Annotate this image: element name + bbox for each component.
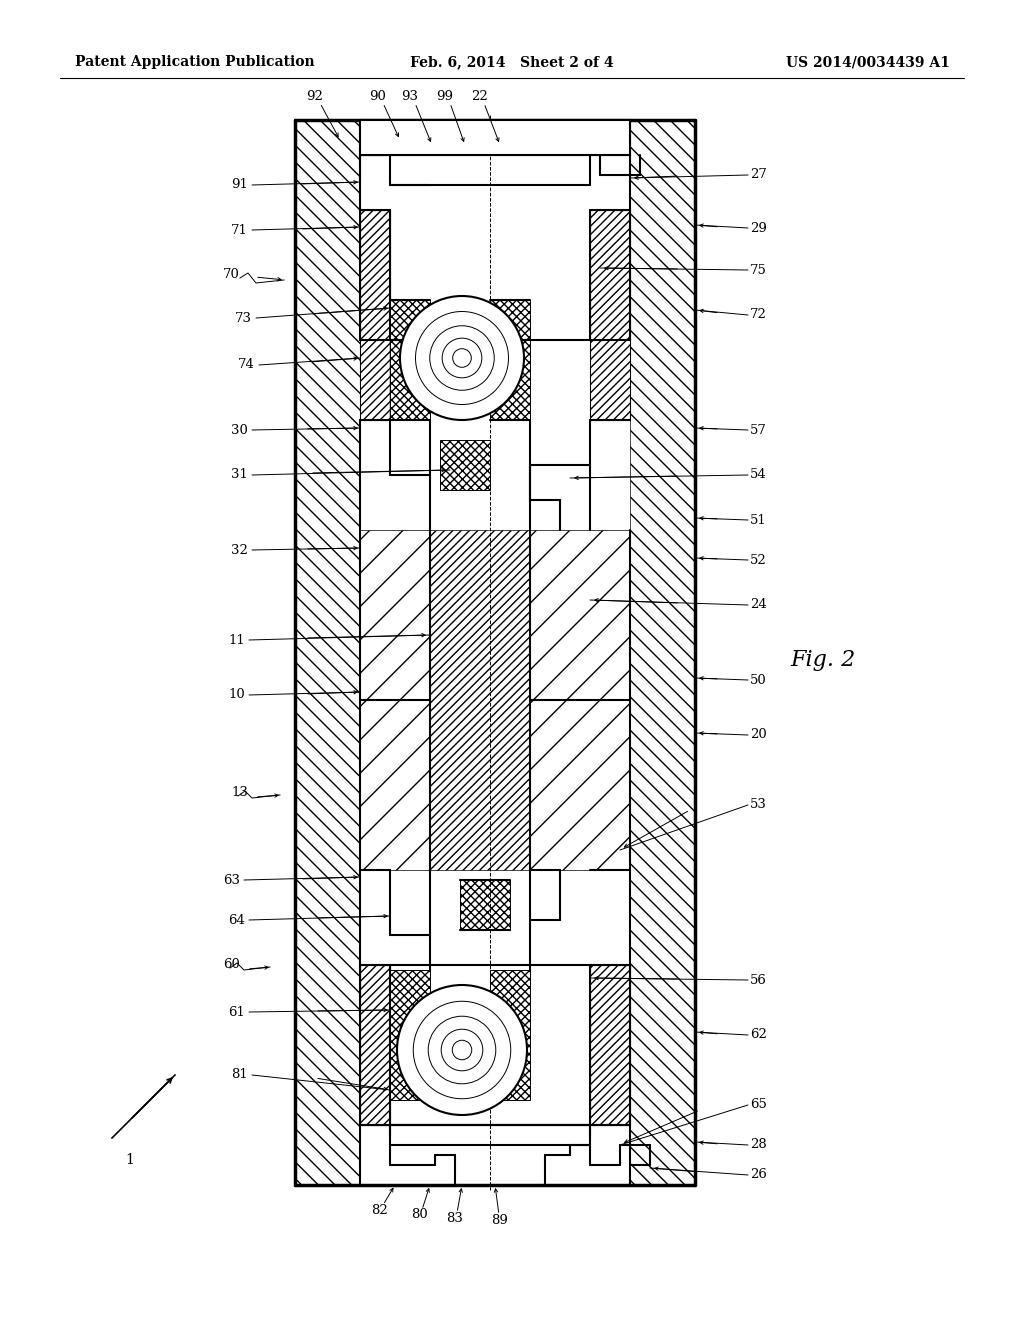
- Text: 61: 61: [228, 1006, 245, 1019]
- Polygon shape: [430, 531, 530, 870]
- Polygon shape: [530, 531, 630, 870]
- Polygon shape: [440, 440, 490, 490]
- Polygon shape: [360, 120, 630, 154]
- Polygon shape: [360, 965, 390, 1125]
- Polygon shape: [295, 120, 360, 1185]
- Text: US 2014/0034439 A1: US 2014/0034439 A1: [786, 55, 950, 69]
- Text: 73: 73: [234, 312, 252, 325]
- Polygon shape: [490, 300, 530, 420]
- Text: 82: 82: [372, 1204, 388, 1217]
- Text: 80: 80: [412, 1209, 428, 1221]
- Text: 63: 63: [223, 874, 240, 887]
- Text: 65: 65: [750, 1098, 767, 1111]
- Text: 56: 56: [750, 974, 767, 986]
- Polygon shape: [460, 880, 510, 931]
- Text: 71: 71: [231, 223, 248, 236]
- Polygon shape: [590, 965, 630, 1125]
- Text: 50: 50: [750, 673, 767, 686]
- Text: 75: 75: [750, 264, 767, 276]
- Text: 26: 26: [750, 1168, 767, 1181]
- Polygon shape: [360, 210, 390, 420]
- Text: Patent Application Publication: Patent Application Publication: [75, 55, 314, 69]
- Text: Fig. 2: Fig. 2: [790, 649, 855, 671]
- Text: 24: 24: [750, 598, 767, 611]
- Text: 31: 31: [231, 469, 248, 482]
- Polygon shape: [390, 300, 430, 420]
- Text: 89: 89: [492, 1213, 509, 1226]
- Text: 27: 27: [750, 169, 767, 181]
- Text: 20: 20: [750, 729, 767, 742]
- Circle shape: [397, 985, 527, 1115]
- Text: 11: 11: [228, 634, 245, 647]
- Text: 83: 83: [446, 1212, 464, 1225]
- Text: 74: 74: [239, 359, 255, 371]
- Polygon shape: [360, 531, 430, 870]
- Text: 62: 62: [750, 1028, 767, 1041]
- Polygon shape: [590, 210, 630, 420]
- Text: 52: 52: [750, 553, 767, 566]
- Text: 1: 1: [126, 1152, 134, 1167]
- Text: 22: 22: [472, 91, 488, 103]
- Text: 70: 70: [223, 268, 240, 281]
- Text: 60: 60: [223, 958, 240, 972]
- Text: Feb. 6, 2014   Sheet 2 of 4: Feb. 6, 2014 Sheet 2 of 4: [411, 55, 613, 69]
- Text: 64: 64: [228, 913, 245, 927]
- Text: 51: 51: [750, 513, 767, 527]
- Circle shape: [400, 296, 524, 420]
- Text: 28: 28: [750, 1138, 767, 1151]
- Text: 30: 30: [231, 424, 248, 437]
- Text: 53: 53: [750, 799, 767, 812]
- Text: 72: 72: [750, 309, 767, 322]
- Polygon shape: [390, 970, 430, 1100]
- Text: 91: 91: [231, 178, 248, 191]
- Text: 90: 90: [370, 91, 386, 103]
- Text: 99: 99: [436, 91, 454, 103]
- Text: 13: 13: [231, 787, 248, 800]
- Text: 54: 54: [750, 469, 767, 482]
- Polygon shape: [630, 120, 695, 1185]
- Polygon shape: [490, 970, 530, 1100]
- Polygon shape: [360, 120, 630, 150]
- Text: 32: 32: [231, 544, 248, 557]
- Text: 93: 93: [401, 91, 419, 103]
- Text: 10: 10: [228, 689, 245, 701]
- Text: 29: 29: [750, 222, 767, 235]
- Text: 81: 81: [231, 1068, 248, 1081]
- Text: 57: 57: [750, 424, 767, 437]
- Text: 92: 92: [306, 91, 324, 103]
